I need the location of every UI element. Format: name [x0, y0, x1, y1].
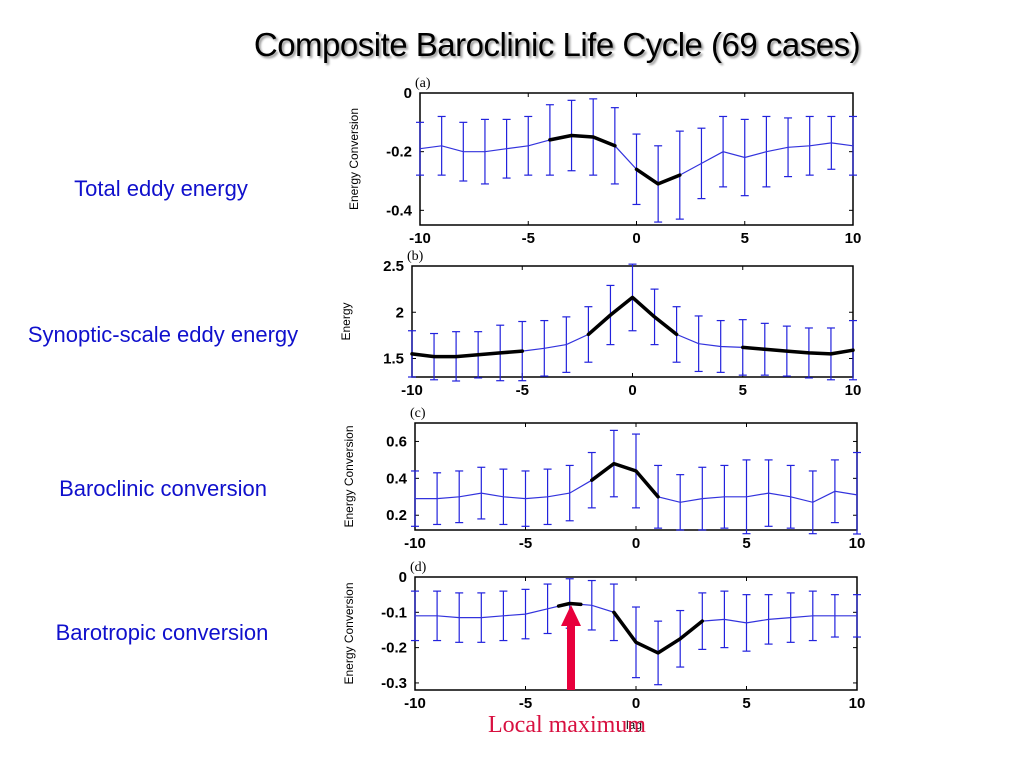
panel-c-ylabel: Energy Conversion: [342, 425, 356, 527]
panel-a-ylabel: Energy Conversion: [347, 108, 361, 210]
panel-d-xtick-label: 5: [742, 695, 750, 712]
panel-a-xtick-label: 10: [845, 230, 862, 247]
panel-b-xtick-label: 10: [845, 382, 862, 399]
panel-b-significant-segment: [586, 295, 679, 337]
panel-d-ytick-label: 0: [399, 569, 407, 586]
panel-d-ytick-label: -0.1: [381, 604, 407, 621]
panel-c-ytick-label: 0.4: [386, 470, 408, 487]
panel-b-ytick-label: 2.5: [383, 258, 404, 275]
panel-b-ytick-label: 2: [396, 304, 404, 321]
panel-c-xtick-label: -10: [404, 535, 426, 552]
panel-d-significant-segment: [612, 610, 705, 655]
panel-b-xtick-label: 5: [739, 382, 747, 399]
panel-d-label: (d): [410, 560, 427, 575]
panel-a-significant-segment: [548, 133, 617, 148]
panel-d-xtick-label: 0: [632, 695, 640, 712]
panel-a-ytick-label: -0.2: [386, 144, 412, 161]
panel-b-xtick-label: -5: [516, 382, 529, 399]
panel-b-ylabel: Energy: [339, 302, 353, 340]
panel-a-xtick-label: -5: [522, 230, 535, 247]
local-maximum-caption: Local maximum: [488, 712, 646, 738]
panel-c-ytick-label: 0.6: [386, 433, 407, 450]
panel-a-significant-segment: [634, 167, 682, 186]
panel-b-label: (b): [407, 249, 424, 264]
panel-b-significant-segment: [741, 345, 855, 356]
panel-b-xtick-label: 0: [628, 382, 636, 399]
label-barotropic-conversion: Barotropic conversion: [55, 620, 269, 645]
panel-c-significant-segment: [590, 461, 660, 499]
panel-a-ytick-label: -0.4: [386, 202, 413, 219]
panel-b-ytick-label: 1.5: [383, 351, 404, 368]
local-maximum-arrow-shaft: [567, 622, 575, 690]
local-maximum-arrow-head: [561, 605, 581, 626]
label-synoptic-scale-eddy-energy: Synoptic-scale eddy energy: [27, 322, 299, 347]
panel-c-xtick-label: 5: [742, 535, 750, 552]
panel-d-xlabel: lag: [626, 718, 642, 732]
label-total-eddy-energy: Total eddy energy: [74, 176, 248, 201]
panel-a-xtick-label: 0: [632, 230, 640, 247]
panel-a-ytick-label: 0: [404, 85, 412, 102]
panel-a-xtick-label: -10: [409, 230, 431, 247]
panel-d-xtick-label: -10: [404, 695, 426, 712]
panel-d-significant-segment: [556, 601, 583, 608]
panel-d-ylabel: Energy Conversion: [342, 582, 356, 684]
panel-c-xtick-label: -5: [519, 535, 532, 552]
panel-d-xtick-label: -5: [519, 695, 532, 712]
panel-c-xtick-label: 0: [632, 535, 640, 552]
panel-a-label: (a): [415, 76, 431, 91]
slide-title: Composite Baroclinic Life Cycle (69 case…: [253, 26, 861, 63]
panel-c-ytick-label: 0.2: [386, 507, 407, 524]
panel-b-significant-segment: [410, 349, 525, 359]
panel-a-xtick-label: 5: [741, 230, 749, 247]
panel-d-ytick-label: -0.2: [381, 640, 407, 657]
panel-c-xtick-label: 10: [849, 535, 866, 552]
label-baroclinic-conversion: Baroclinic conversion: [59, 476, 267, 501]
panel-d-ytick-label: -0.3: [381, 675, 407, 692]
panel-d-xtick-label: 10: [849, 695, 866, 712]
panel-b-xtick-label: -10: [401, 382, 423, 399]
panel-c-label: (c): [410, 406, 426, 421]
